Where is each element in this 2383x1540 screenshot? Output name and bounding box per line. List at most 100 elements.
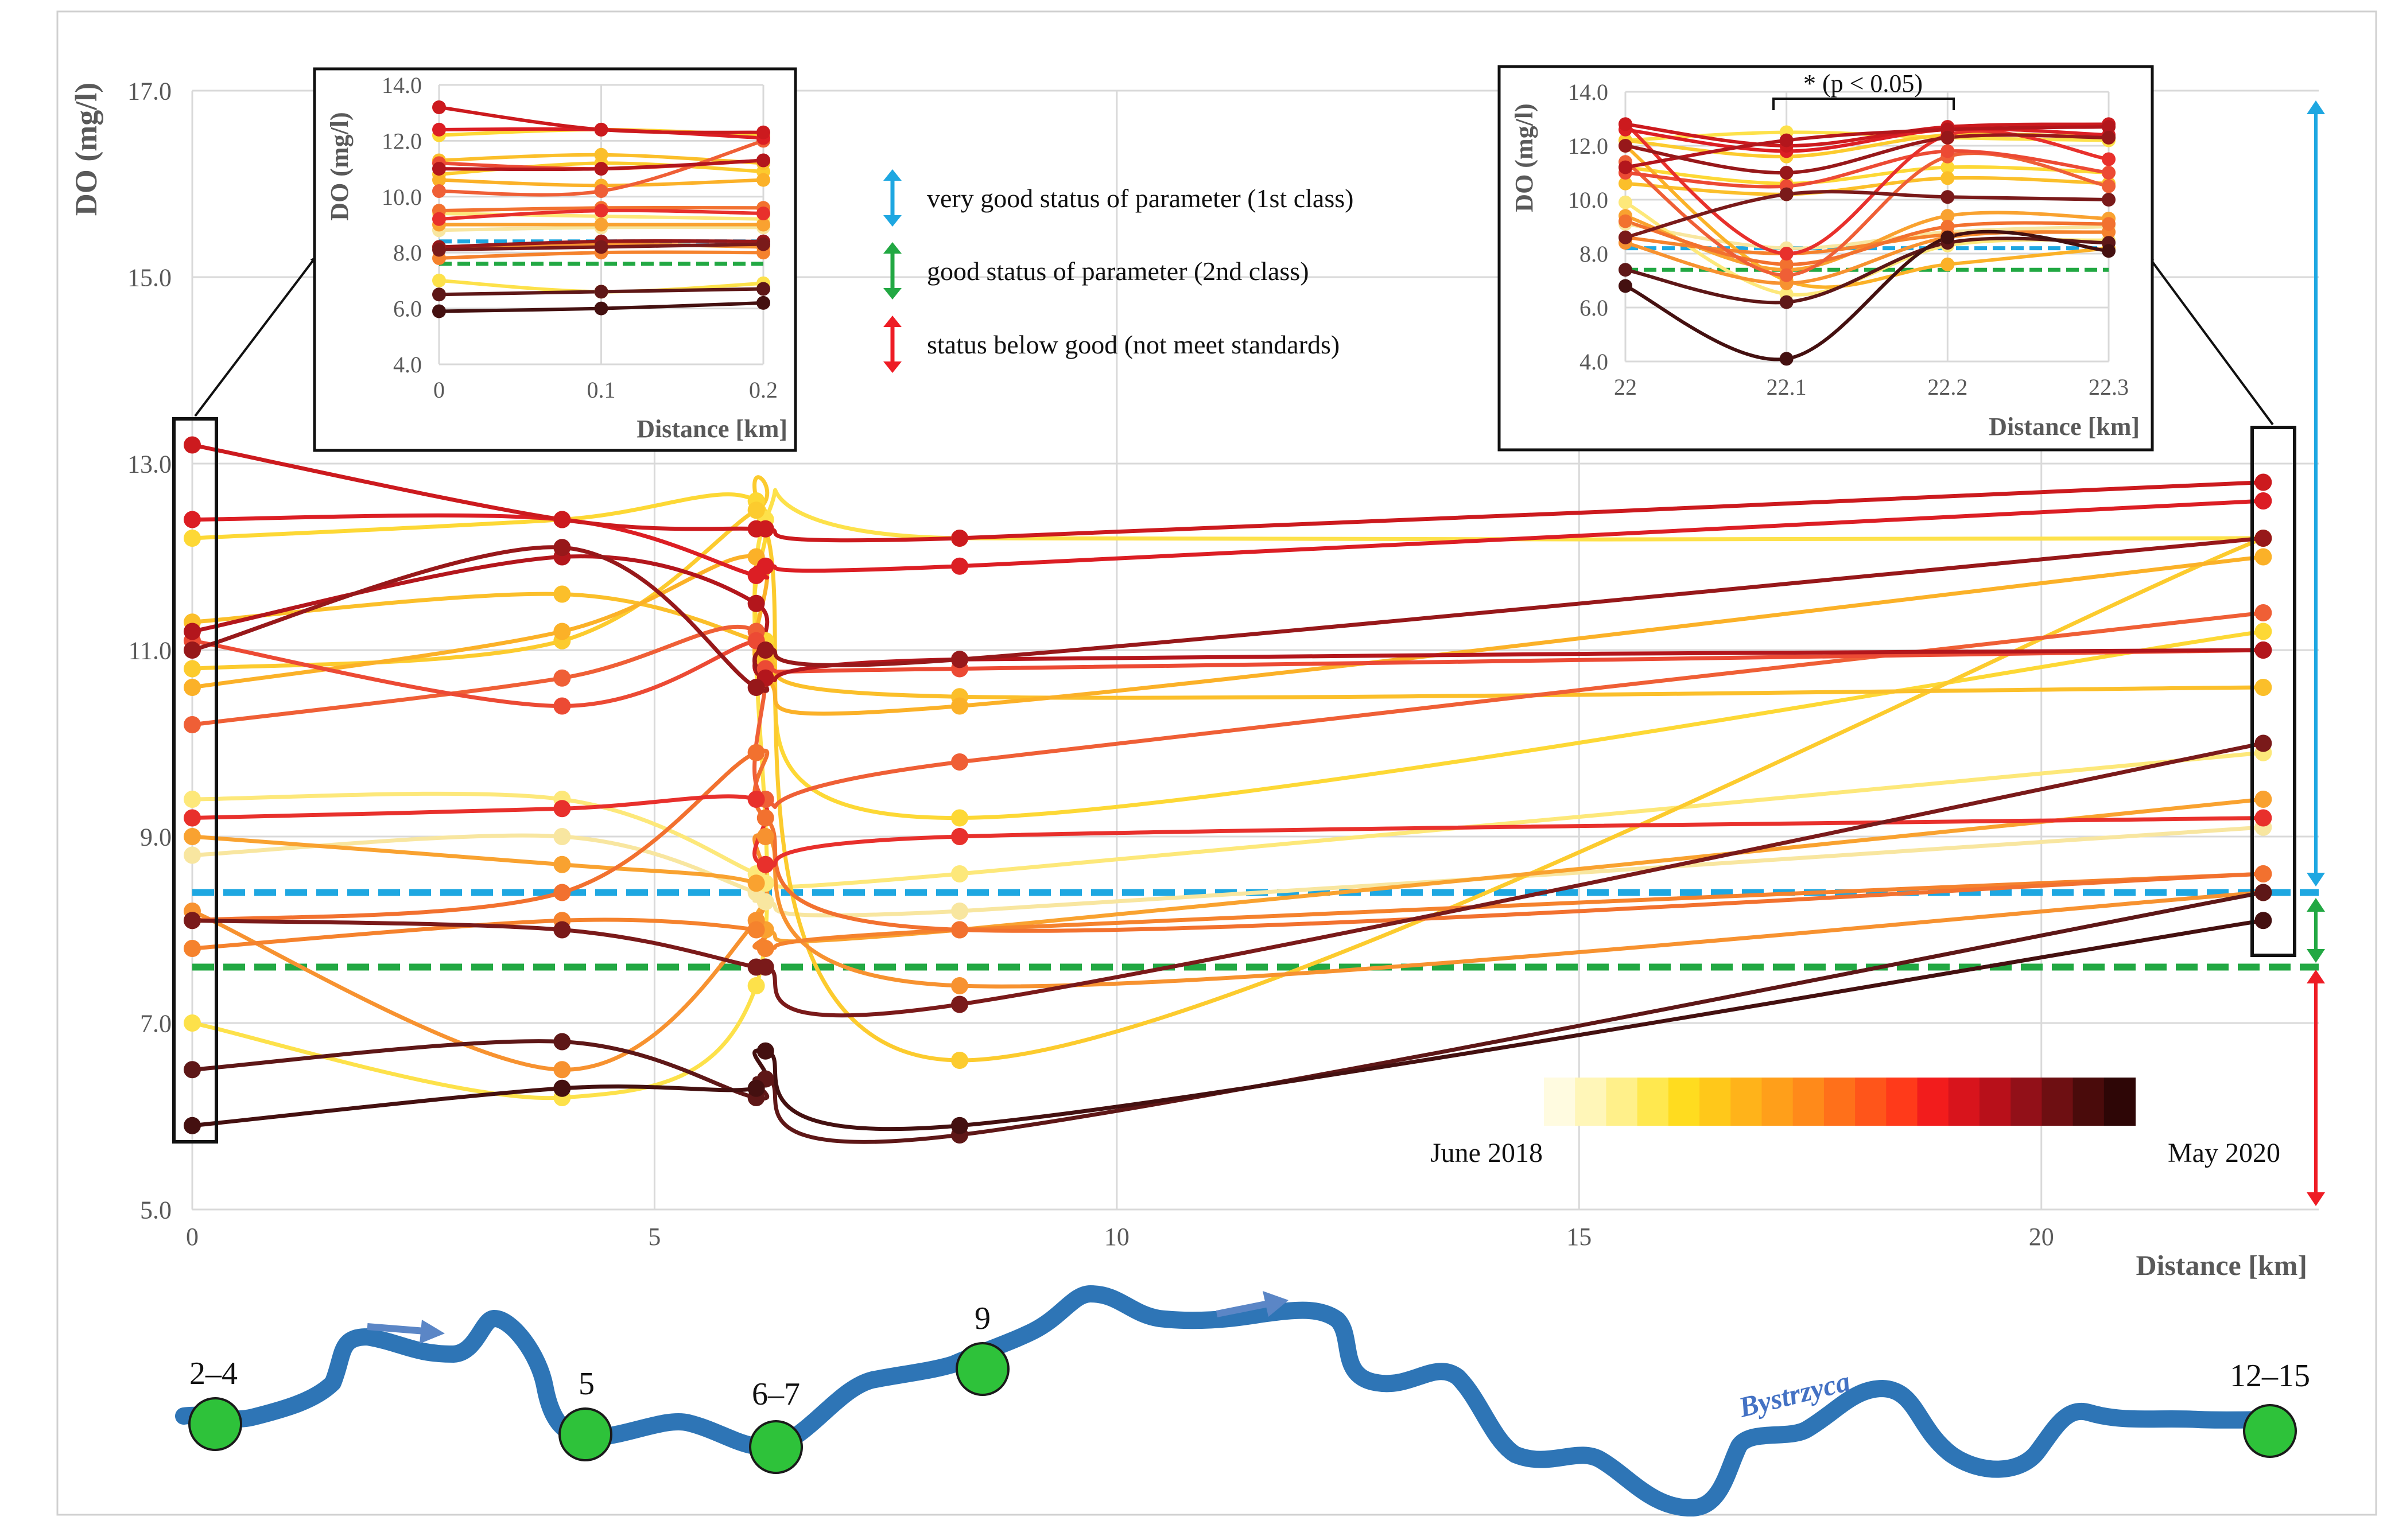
data-point (756, 217, 770, 232)
status-arrows (2307, 100, 2325, 1206)
data-point (184, 940, 201, 957)
data-point (951, 557, 969, 575)
series-line (1625, 222, 2109, 250)
legend-arrowhead-up (883, 316, 902, 327)
sampling-site-marker (2243, 1404, 2297, 1458)
colorbar-swatch (1730, 1078, 1763, 1126)
sampling-site-marker (188, 1397, 242, 1451)
data-point (951, 1052, 969, 1069)
x-tick-label: 15 (1566, 1223, 1592, 1251)
data-point (184, 530, 201, 547)
data-point (184, 436, 201, 454)
data-point (184, 511, 201, 528)
series-line (1625, 149, 2109, 189)
data-point (594, 122, 608, 137)
data-point (553, 511, 571, 528)
series-line (1625, 176, 2109, 196)
y-tick-label: 11.0 (129, 636, 172, 664)
colorbar-swatch (1668, 1078, 1701, 1126)
series-line (1625, 125, 2109, 169)
data-point (2254, 912, 2272, 930)
x-tick-label: 22.2 (1927, 374, 1967, 400)
colorbar-swatch (1637, 1078, 1669, 1126)
status-arrowhead-up (2307, 100, 2325, 114)
data-point (756, 828, 774, 845)
data-point (553, 669, 571, 687)
y-axis-title: DO (mg/l) (69, 83, 103, 216)
data-point (2102, 179, 2116, 193)
flow-arrow-1-head (420, 1320, 445, 1344)
data-point (951, 977, 969, 994)
y-tick-label: 6.0 (1579, 295, 1608, 321)
data-point (951, 697, 969, 715)
data-point (1940, 209, 1955, 223)
data-point (432, 304, 446, 318)
main-y-tick-labels: 5.0 7.0 9.0 11.0 13.0 15.0 17.0 (127, 77, 172, 1224)
data-point (184, 660, 201, 678)
legend-label: good status of parameter (2nd class) (927, 256, 1309, 286)
data-point (1619, 230, 1632, 244)
legend-label: status below good (not meet standards) (927, 330, 1340, 359)
data-point (747, 791, 765, 808)
data-point (2102, 193, 2116, 207)
data-point (756, 282, 770, 296)
flow-arrow-2-head (1263, 1291, 1288, 1317)
data-point (747, 744, 765, 761)
y-tick-label: 14.0 (382, 72, 422, 98)
inset-right-x-title: Distance [km] (1989, 413, 2140, 441)
right-site-box (2250, 426, 2296, 957)
sampling-site-label: 6–7 (752, 1376, 800, 1412)
colorbar-start-label: June 2018 (1430, 1138, 1543, 1168)
sampling-site-label: 5 (579, 1366, 595, 1402)
y-tick-label: 10.0 (382, 184, 422, 210)
data-point (553, 1033, 571, 1051)
x-tick-label: 20 (2029, 1223, 2054, 1251)
sampling-site-marker (749, 1420, 803, 1474)
data-point (184, 846, 201, 864)
data-point (184, 641, 201, 659)
y-tick-label: 4.0 (1579, 349, 1608, 375)
data-point (951, 530, 969, 547)
data-point (2254, 604, 2272, 621)
data-point (1779, 295, 1794, 309)
significance-label: * (p < 0.05) (1803, 69, 1923, 98)
colorbar-swatch (1948, 1078, 1980, 1126)
y-tick-label: 12.0 (382, 128, 422, 154)
data-point (1940, 230, 1955, 244)
data-point (594, 204, 608, 218)
data-point (2254, 865, 2272, 882)
inset-left-y-tick-labels: 4.0 6.0 8.0 10.0 12.0 14.0 (382, 72, 422, 378)
series-line (192, 918, 2264, 1131)
series-line (192, 499, 2264, 580)
legend-arrowhead-down (883, 215, 902, 227)
data-point (1619, 139, 1632, 153)
data-point (2102, 130, 2116, 145)
inset-right-y-tick-labels: 4.0 6.0 8.0 10.0 12.0 14.0 (1568, 79, 1608, 375)
data-point (756, 855, 774, 873)
data-point (756, 237, 770, 251)
data-point (1619, 160, 1632, 174)
colorbar-swatch (1575, 1078, 1607, 1126)
data-point (2254, 884, 2272, 901)
main-points (184, 436, 2272, 1144)
sampling-site-marker (558, 1407, 612, 1461)
data-point (553, 1061, 571, 1079)
data-point (756, 557, 774, 575)
series-line (192, 890, 2264, 1144)
data-point (1619, 176, 1632, 190)
data-point (184, 809, 201, 827)
x-tick-label: 0.1 (587, 377, 616, 403)
river-sites: 2–4 5 6–7 9 12–15 (188, 1301, 2310, 1474)
data-point (184, 1014, 201, 1032)
data-point (756, 125, 770, 139)
inset-left-y-title: DO (mg/l) (325, 112, 354, 220)
data-point (756, 173, 770, 187)
data-point (2254, 641, 2272, 659)
data-point (756, 958, 774, 976)
data-point (184, 679, 201, 696)
y-tick-label: 6.0 (393, 296, 422, 322)
series-line (192, 536, 2264, 693)
series-line (192, 748, 2264, 933)
series-line (192, 637, 2264, 709)
